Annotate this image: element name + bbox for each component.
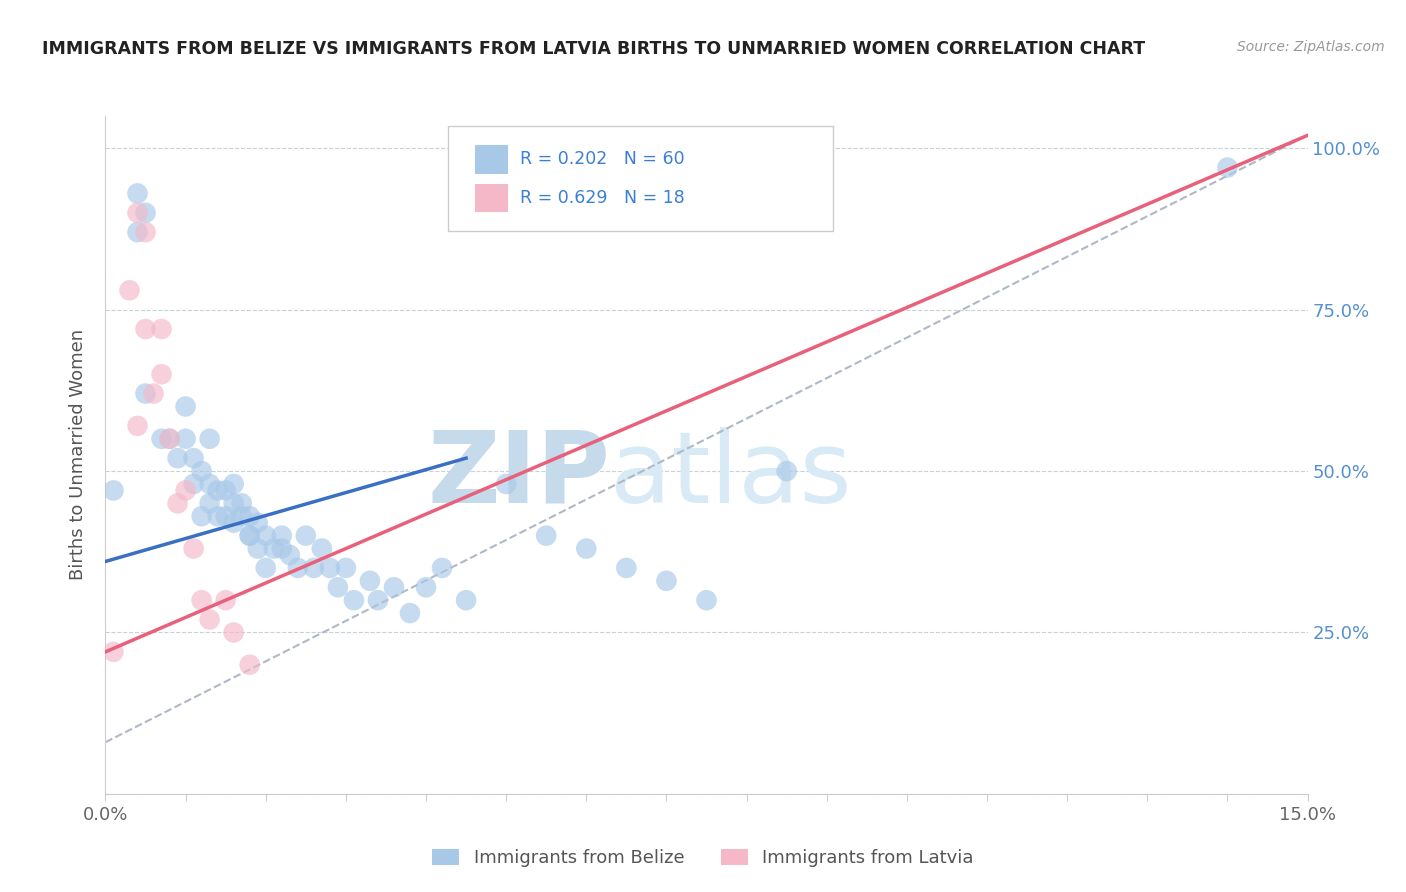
Point: [239, 657, 262, 672]
Point: [1216, 161, 1239, 175]
Bar: [474, 145, 508, 174]
FancyBboxPatch shape: [449, 126, 832, 231]
Point: [359, 574, 381, 588]
Point: [495, 477, 517, 491]
Point: [254, 561, 277, 575]
Text: IMMIGRANTS FROM BELIZE VS IMMIGRANTS FROM LATVIA BIRTHS TO UNMARRIED WOMEN CORRE: IMMIGRANTS FROM BELIZE VS IMMIGRANTS FRO…: [42, 40, 1146, 58]
Point: [222, 516, 245, 530]
Point: [415, 580, 437, 594]
Point: [183, 451, 205, 466]
Point: [127, 186, 149, 201]
Bar: [474, 184, 508, 212]
Point: [118, 283, 141, 297]
Point: [231, 509, 253, 524]
Point: [166, 451, 188, 466]
Point: [174, 483, 197, 498]
Point: [655, 574, 678, 588]
Point: [222, 496, 245, 510]
Point: [174, 400, 197, 414]
Point: [295, 528, 318, 542]
Point: [263, 541, 285, 556]
Point: [159, 432, 181, 446]
Point: [214, 483, 236, 498]
Point: [150, 322, 173, 336]
Point: [214, 509, 236, 524]
Point: [198, 496, 221, 510]
Point: [142, 386, 165, 401]
Point: [166, 496, 188, 510]
Point: [207, 509, 229, 524]
Point: [246, 541, 269, 556]
Point: [326, 580, 349, 594]
Point: [343, 593, 366, 607]
Point: [382, 580, 405, 594]
Point: [174, 432, 197, 446]
Point: [311, 541, 333, 556]
Point: [103, 645, 125, 659]
Text: Source: ZipAtlas.com: Source: ZipAtlas.com: [1237, 40, 1385, 54]
Point: [287, 561, 309, 575]
Point: [135, 322, 157, 336]
Point: [239, 509, 262, 524]
Point: [190, 509, 212, 524]
Point: [302, 561, 325, 575]
Point: [231, 496, 253, 510]
Point: [222, 477, 245, 491]
Text: R = 0.629   N = 18: R = 0.629 N = 18: [520, 189, 685, 207]
Point: [239, 528, 262, 542]
Point: [150, 368, 173, 382]
Point: [335, 561, 357, 575]
Point: [214, 593, 236, 607]
Point: [190, 464, 212, 478]
Point: [127, 206, 149, 220]
Point: [246, 516, 269, 530]
Point: [278, 548, 301, 562]
Point: [270, 541, 292, 556]
Point: [159, 432, 181, 446]
Point: [616, 561, 638, 575]
Text: R = 0.202   N = 60: R = 0.202 N = 60: [520, 151, 685, 169]
Point: [575, 541, 598, 556]
Point: [534, 528, 557, 542]
Point: [222, 625, 245, 640]
Point: [367, 593, 389, 607]
Point: [198, 613, 221, 627]
Point: [198, 477, 221, 491]
Point: [319, 561, 342, 575]
Point: [430, 561, 453, 575]
Text: ZIP: ZIP: [427, 426, 610, 524]
Point: [198, 432, 221, 446]
Point: [135, 225, 157, 239]
Point: [103, 483, 125, 498]
Point: [150, 432, 173, 446]
Point: [135, 206, 157, 220]
Y-axis label: Births to Unmarried Women: Births to Unmarried Women: [69, 329, 87, 581]
Point: [696, 593, 718, 607]
Point: [207, 483, 229, 498]
Point: [239, 528, 262, 542]
Point: [270, 528, 292, 542]
Point: [127, 418, 149, 433]
Legend: Immigrants from Belize, Immigrants from Latvia: Immigrants from Belize, Immigrants from …: [425, 841, 981, 874]
Text: atlas: atlas: [610, 426, 852, 524]
Point: [399, 606, 422, 620]
Point: [135, 386, 157, 401]
Point: [190, 593, 212, 607]
Point: [183, 541, 205, 556]
Point: [127, 225, 149, 239]
Point: [776, 464, 799, 478]
Point: [183, 477, 205, 491]
Point: [454, 593, 477, 607]
Point: [254, 528, 277, 542]
